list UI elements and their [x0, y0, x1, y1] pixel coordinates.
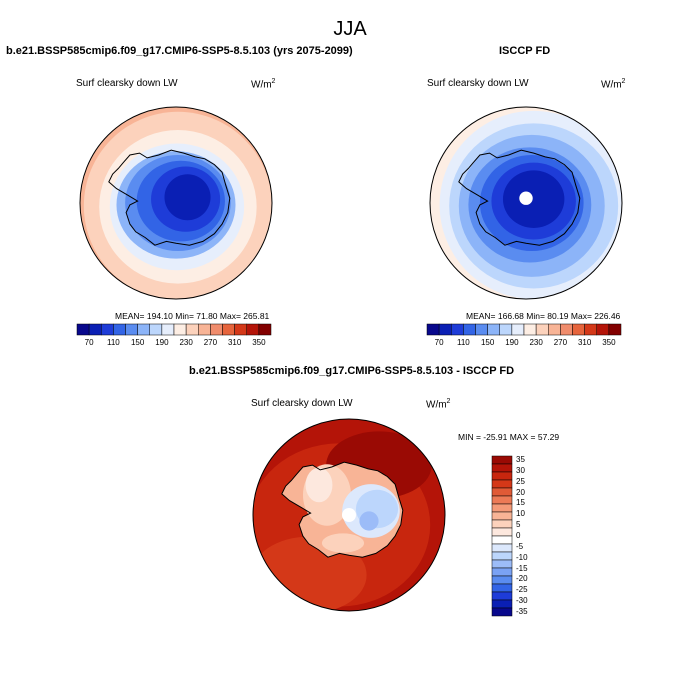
map2-coastline [458, 149, 581, 246]
left-colorbar-tick-label: 110 [106, 338, 120, 347]
diff-colorbar-tick-label: 15 [516, 498, 525, 508]
diff-colorbar-swatch [491, 543, 513, 553]
diff-colorbar-swatch [491, 599, 513, 609]
diff-colorbar-swatch [491, 583, 513, 593]
left-colorbar-tick-label: 230 [179, 338, 193, 347]
diff-colorbar-swatch [491, 591, 513, 601]
left-colorbar-tick-label: 70 [84, 338, 94, 347]
left-variable-label: Surf clearsky down LW [76, 78, 178, 89]
diff-colorbar-swatch [491, 495, 513, 505]
map2-contour-band [502, 170, 565, 228]
map1-border [79, 106, 273, 300]
right-colorbar-tick-label: 350 [602, 338, 616, 347]
diff-colorbar-tick-label: 0 [516, 531, 521, 540]
bottom-variable-label: Surf clearsky down LW [251, 398, 353, 409]
diff-colorbar-swatch [491, 463, 513, 473]
left-colorbar-tick-label: 310 [227, 338, 242, 347]
right-colorbar-tick-label: 70 [434, 338, 444, 347]
map3-border [252, 418, 446, 612]
diff-colorbar-swatch [491, 567, 513, 577]
diff-colorbar-tick-label: -20 [516, 574, 528, 584]
diff-colorbar-tick-label: -5 [516, 541, 524, 551]
right-colorbar-tick-label: 190 [505, 338, 519, 347]
diff-colorbar-swatch [491, 479, 513, 489]
left-colorbar-tick-label: 150 [130, 338, 145, 347]
map1-fill [80, 107, 272, 299]
diff-colorbar-swatch [491, 455, 513, 465]
map2-border [429, 106, 623, 300]
map2-missing-data [519, 191, 533, 205]
right-colorbar-tick-label: 150 [480, 338, 495, 347]
diff-colorbar-swatch [491, 511, 513, 521]
diff-stats: MIN = -25.91 MAX = 57.29 [458, 432, 560, 442]
left-colorbar-tick-label: 350 [252, 338, 266, 347]
diff-colorbar-swatch [491, 551, 513, 561]
right-colorbar-tick-label: 270 [553, 338, 568, 347]
diff-colorbar-swatch [491, 535, 513, 545]
bottom-units-label: W/m2 [426, 398, 451, 411]
left-colorbar-tick-label: 190 [155, 338, 169, 347]
diff-colorbar-tick-label: 30 [516, 465, 525, 475]
right-panel-title: ISCCP FD [499, 45, 551, 57]
diff-colorbar-swatch [491, 471, 513, 481]
diff-colorbar-swatch [491, 519, 513, 529]
diff-colorbar-tick-label: 20 [516, 487, 525, 497]
diff-colorbar-tick-label: 25 [516, 476, 525, 486]
diff-colorbar-tick-label: 35 [516, 455, 525, 464]
diff-colorbar-swatch [491, 575, 513, 585]
left-colorbar-tick-label: 270 [203, 338, 218, 347]
bottom-panel-title: b.e21.BSSP585cmip6.f09_g17.CMIP6-SSP5-8.… [189, 365, 515, 377]
map3-contour-band [305, 467, 333, 503]
map2-fill [430, 107, 622, 299]
map1-coastline [108, 149, 231, 246]
diff-colorbar-swatch [491, 607, 513, 617]
map3-missing-data [342, 508, 356, 522]
diff-colorbar-tick-label: -35 [516, 607, 528, 616]
map1-contour-band [164, 174, 211, 221]
map3-contour-band [321, 533, 365, 553]
diff-colorbar-swatch [491, 487, 513, 497]
diff-colorbar-tick-label: -15 [516, 563, 528, 573]
right-colorbar-tick-label: 110 [456, 338, 470, 347]
diff-colorbar-tick-label: -10 [516, 552, 528, 562]
map3-contour-band [359, 511, 379, 531]
right-colorbar-tick-label: 310 [577, 338, 592, 347]
season-title: JJA [333, 18, 367, 40]
map3-fill [253, 419, 445, 611]
diff-colorbar-swatch [491, 503, 513, 513]
diff-colorbar-tick-label: -25 [516, 585, 528, 595]
left-stats: MEAN= 194.10 Min= 71.80 Max= 265.81 [115, 311, 270, 321]
left-units-label: W/m2 [251, 78, 276, 91]
right-units-label: W/m2 [601, 78, 626, 91]
right-colorbar-swatch [608, 323, 622, 336]
diff-colorbar-tick-label: 5 [516, 520, 521, 530]
diff-colorbar-swatch [491, 527, 513, 537]
right-variable-label: Surf clearsky down LW [427, 78, 529, 89]
left-panel-title: b.e21.BSSP585cmip6.f09_g17.CMIP6-SSP5-8.… [6, 45, 353, 57]
diff-colorbar-tick-label: 10 [516, 509, 525, 519]
map3-coastline [281, 461, 404, 558]
right-stats: MEAN= 166.68 Min= 80.19 Max= 226.46 [466, 311, 621, 321]
diff-colorbar-tick-label: -30 [516, 596, 528, 606]
right-colorbar-tick-label: 230 [529, 338, 543, 347]
left-colorbar-swatch [258, 323, 272, 336]
diff-colorbar-swatch [491, 559, 513, 569]
